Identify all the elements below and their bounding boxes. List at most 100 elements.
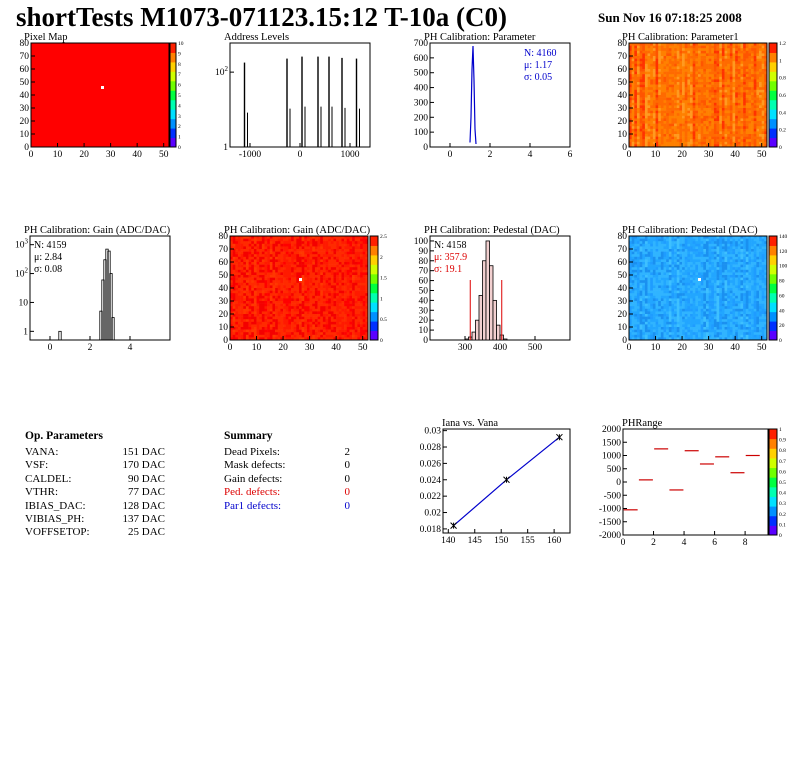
ph-parameter1-map-cell [674,71,678,75]
ph-pedestal-map-cell [644,332,648,336]
ph-gain-map-cell [256,259,260,263]
ph-parameter1-map-cell [671,100,675,104]
ph-gain-map-cell [312,277,316,281]
ph-parameter1-map-cell [708,76,712,80]
ph-parameter1-map-cell [753,110,757,114]
ph-parameter1-map-cell [660,76,664,80]
ph-parameter1-map-cell [716,102,720,106]
ph-parameter1-map-cell [719,139,723,143]
ph-gain-map-cell [256,337,260,341]
ph-gain-map-cell [354,298,358,302]
ph-gain-map-cell [248,275,252,278]
ph-parameter1-map-cell [716,89,720,93]
ph-parameter1-map-cell [716,134,720,137]
ph-pedestal-map-cell [642,308,646,312]
ph-parameter1-map-cell [679,48,683,52]
ph-pedestal-map-cell [650,298,654,302]
ph-parameter1-map-cell [756,76,760,80]
ph-gain-map-cell [336,319,340,323]
ph-parameter1-map-cell [751,84,755,88]
ph-gain-map-cell [261,285,265,289]
ph-pedestal-map-cell [647,256,651,260]
ph-pedestal-map-cell [647,282,651,286]
ph-parameter1-map-cell [671,50,675,54]
ph-gain-map-cell [256,321,260,325]
ph-parameter1-map-cell [658,136,662,140]
ph-gain-map-cell [240,337,244,341]
ph-pedestal-map-cell [652,282,656,286]
ph-gain-map-cell [232,314,236,317]
ph-gain-map-cell [344,272,348,276]
ph-parameter1-map-cell [663,66,667,70]
ph-gain-map-cell [240,269,244,273]
pixel-map-palette-tick-label: 10 [178,41,184,47]
ph-gain-map-cell [349,288,353,291]
ph-parameter1-map-cell [705,123,709,127]
ph-pedestal-map-cell [631,311,635,315]
ph-parameter1-map-cell [671,53,675,57]
ph-parameter1-map-cell [719,79,723,83]
ph-parameter1-map-cell [711,123,715,127]
ph-gain-map-cell [328,259,332,263]
ph-gain-map-cell [346,311,350,315]
ph-gain-map-cell [317,324,321,328]
ph-parameter1-map-cell [655,141,659,145]
ph-pedestal-map-cell [647,280,651,284]
ph-gain-map-cell [360,332,363,336]
ph-parameter1-map-cell [745,144,749,148]
ph-gain-map-cell [354,259,358,263]
ph-parameter1-map-cell [644,118,648,122]
ph-gain-map-cell [277,238,281,242]
ph-parameter1-map-cell [639,63,643,67]
ph-gain-map-cell [357,316,361,320]
ph-parameter1-map-cell [639,128,643,132]
ph-parameter1-map-cell [721,74,725,78]
ph-gain-map-cell [330,321,334,325]
ph-gain-map-cell [280,277,284,281]
ph-pedestal-map-cell [636,256,640,260]
ph-gain-map-cell [304,334,308,338]
ph-parameter1-map-cell [703,102,707,106]
ph-pedestal-map-cell [631,334,635,338]
ph-gain-map-cell [293,337,297,341]
ph-parameter1-map-cell [698,139,701,143]
ph-parameter1-map-cell [655,110,659,114]
ph-parameter1-map-cell [642,79,646,83]
ph-parameter1-map-cell [700,92,704,96]
ph-parameter1-map-cell [735,136,739,140]
ph-gain-map-cell [232,256,236,260]
ph-gain-map-cell [264,290,268,294]
ph-gain-map-cell [325,285,329,289]
ph-pedestal-map-cell [639,311,643,315]
ph-parameter1-xtick-label: 20 [677,150,687,160]
ph-parameter1-map-cell [655,56,659,59]
ph-gain-map-cell [230,327,233,330]
ph-gain-map-cell [360,236,363,239]
ph-parameter1-map-cell [692,63,696,67]
ph-gain-map-cell [346,267,350,271]
ph-pedestal-map-cell [647,254,651,258]
ph-gain-map-cell [322,311,326,315]
ph-gain-map-cell [283,324,287,328]
ph-gain-map-cell [277,269,281,273]
ph-gain-map-cell [243,282,247,286]
ph-gain-map-cell [235,314,239,317]
ph-gain-map-cell [248,290,252,294]
ph-gain-map-cell [296,254,300,258]
ph-gain-map-cell [362,251,366,255]
ph-parameter1-map-cell [684,97,688,101]
ph-parameter1-map-cell [727,89,731,93]
ph-gain-map-cell [312,288,316,291]
ph-gain-map-cell [285,251,289,255]
ph-parameter1-map-cell [666,131,670,135]
ph-gain-map-cell [346,269,350,273]
ph-parameter1-map-cell [756,97,760,101]
ph-gain-map-cell [237,249,241,252]
ph-gain-xtick-label: 4 [128,343,133,353]
ph-gain-map-cell [346,329,350,333]
ph-gain-map-cell [341,262,345,265]
ph-parameter1-map-cell [629,123,632,127]
ph-parameter1-map-cell [687,115,691,119]
ph-pedestal-map-cell [647,246,651,250]
